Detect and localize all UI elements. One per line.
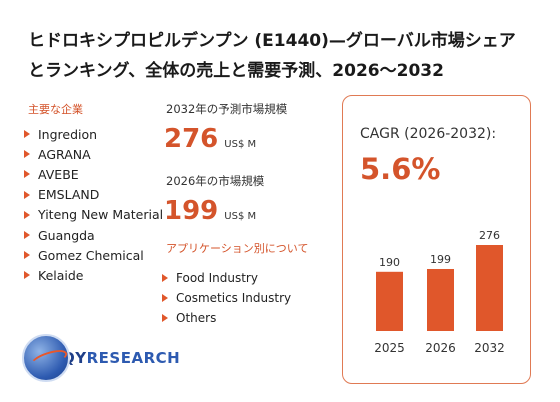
company-name: Kelaide	[38, 267, 84, 283]
page-title: ヒドロキシプロピルデンプン (E1440)—グローバル市場シェアとランキング、全…	[28, 31, 516, 81]
market-2026-label: 2026年の市場規模	[166, 174, 265, 188]
company-name: Ingredion	[38, 126, 98, 142]
market-2026-unit: US$ M	[224, 211, 257, 222]
bar-value-label: 276	[479, 229, 500, 242]
category-label: 2032	[474, 341, 505, 355]
list-item: Yiteng New Material	[22, 205, 163, 225]
bullet-arrow-icon	[24, 251, 30, 260]
cagr-value: 5.6%	[360, 152, 441, 186]
company-name: EMSLAND	[38, 187, 100, 203]
bullet-arrow-icon	[24, 130, 30, 139]
bullet-arrow-icon	[162, 274, 168, 282]
logo-text: QYRESEARCH	[62, 349, 180, 367]
bullet-arrow-icon	[24, 210, 30, 219]
company-name: AGRANA	[38, 146, 91, 162]
list-item: Ingredion	[22, 124, 163, 144]
applications-heading: アプリケーション別について	[166, 242, 309, 255]
market-2032-label: 2032年の予測市場規模	[166, 102, 288, 116]
list-item: AVEBE	[22, 164, 163, 184]
category-label: 2025	[374, 341, 405, 355]
bar-value-label: 199	[430, 253, 451, 266]
bar-2026	[427, 268, 454, 331]
list-item: EMSLAND	[22, 185, 163, 205]
bullet-arrow-icon	[162, 314, 168, 322]
company-name: Gomez Chemical	[38, 247, 144, 263]
bar-value-label: 190	[379, 256, 400, 269]
logo-text-research: RESEARCH	[86, 349, 181, 367]
bar-2032	[476, 245, 503, 331]
category-label: 2026	[425, 341, 456, 355]
application-name: Others	[176, 311, 217, 325]
list-item: Guangda	[22, 225, 163, 245]
market-2032-value-row: 276 US$ M	[164, 124, 256, 154]
bullet-arrow-icon	[24, 170, 30, 179]
bullet-arrow-icon	[24, 231, 30, 240]
list-item: Kelaide	[22, 265, 163, 285]
list-item: Gomez Chemical	[22, 245, 163, 265]
qyresearch-logo: QYRESEARCH	[22, 334, 180, 382]
list-item: Food Industry	[160, 268, 291, 288]
market-2032-unit: US$ M	[224, 139, 257, 150]
bullet-arrow-icon	[162, 294, 168, 302]
cagr-label: CAGR (2026-2032):	[360, 126, 497, 142]
companies-heading: 主要な企業	[28, 103, 83, 116]
list-item: Others	[160, 308, 291, 328]
bar-2025	[376, 271, 403, 331]
applications-list: Food Industry Cosmetics Industry Others	[160, 268, 291, 328]
application-name: Food Industry	[176, 271, 258, 285]
market-2026-value-row: 199 US$ M	[164, 196, 256, 226]
companies-list: Ingredion AGRANA AVEBE EMSLAND Yiteng Ne…	[22, 124, 163, 286]
list-item: AGRANA	[22, 144, 163, 164]
market-2026-value: 199	[164, 196, 219, 226]
globe-icon	[22, 334, 70, 382]
market-2032-value: 276	[164, 124, 219, 154]
company-name: Yiteng New Material	[38, 207, 164, 223]
list-item: Cosmetics Industry	[160, 288, 291, 308]
bullet-arrow-icon	[24, 271, 30, 280]
market-size-bar-chart: 190 2025 199 2026 276 2032	[374, 229, 505, 355]
application-name: Cosmetics Industry	[176, 291, 292, 305]
bullet-arrow-icon	[24, 150, 30, 159]
cagr-panel: CAGR (2026-2032): 5.6% 190 2025 199 2026 276…	[342, 95, 531, 384]
bullet-arrow-icon	[24, 190, 30, 199]
company-name: AVEBE	[38, 166, 79, 182]
company-name: Guangda	[38, 227, 95, 243]
